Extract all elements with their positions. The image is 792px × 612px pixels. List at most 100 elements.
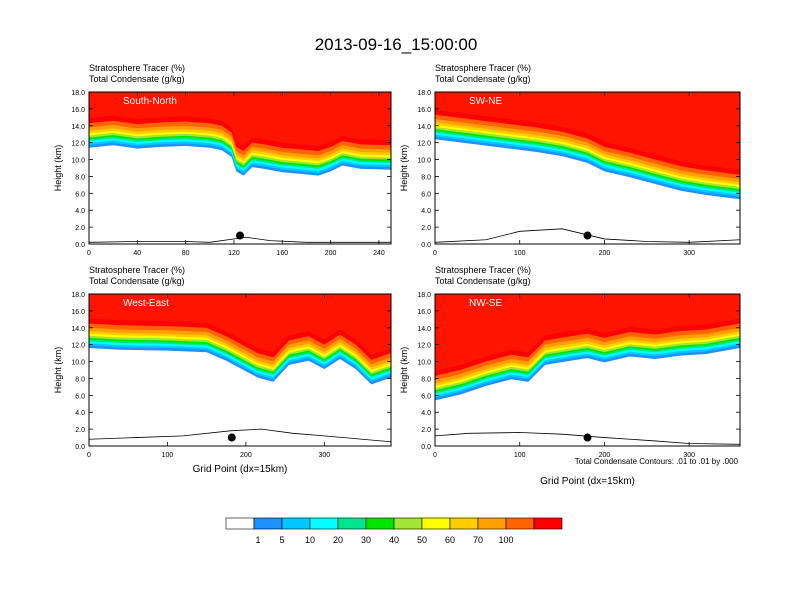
panel-label: SW-NE xyxy=(469,96,502,107)
y-tick-label: 4.0 xyxy=(421,208,431,215)
colorbar-swatch xyxy=(533,517,563,530)
colorbar-label: 10 xyxy=(305,535,315,545)
y-tick-label: 12.0 xyxy=(71,343,85,350)
colorbar-swatch xyxy=(309,517,339,530)
y-tick-label: 8.0 xyxy=(75,174,85,181)
y-axis-label: Height (km) xyxy=(399,145,409,192)
panel-title-condensate: Total Condensate (g/kg) xyxy=(89,74,185,84)
y-tick-label: 6.0 xyxy=(75,191,85,198)
x-tick-label: 100 xyxy=(514,250,526,257)
tracer-band-top xyxy=(435,294,740,371)
contour-footnote: Total Condensate Contours: .01 to .01 by… xyxy=(575,457,739,466)
tracer-band-top xyxy=(89,294,391,355)
plot-frame xyxy=(88,293,392,447)
condensate-contour xyxy=(435,432,740,445)
plot-frame xyxy=(88,91,392,245)
colorbar-label: 5 xyxy=(279,535,284,545)
y-tick-label: 4.0 xyxy=(75,208,85,215)
panel-sw-ne: Stratosphere Tracer (%)Total Condensate … xyxy=(399,63,741,257)
y-tick-label: 14.0 xyxy=(417,124,431,131)
location-marker xyxy=(583,231,592,240)
colorbar-label: 1 xyxy=(255,535,260,545)
x-tick-label: 0 xyxy=(433,452,437,459)
y-tick-label: 18.0 xyxy=(71,292,85,299)
x-tick-label: 0 xyxy=(433,250,437,257)
tracer-band-top xyxy=(435,92,740,170)
panel-label: West-East xyxy=(123,298,169,309)
y-tick-label: 18.0 xyxy=(417,90,431,97)
y-tick-label: 14.0 xyxy=(417,326,431,333)
y-axis-label: Height (km) xyxy=(53,145,63,192)
tracer-field xyxy=(89,294,391,443)
y-tick-label: 6.0 xyxy=(421,393,431,400)
y-tick-label: 10.0 xyxy=(71,158,85,165)
y-tick-label: 16.0 xyxy=(417,309,431,316)
x-tick-label: 200 xyxy=(240,452,252,459)
y-tick-label: 0.0 xyxy=(75,444,85,451)
location-marker xyxy=(227,433,236,442)
y-tick-label: 0.0 xyxy=(421,444,431,451)
colorbar-label: 20 xyxy=(333,535,343,545)
x-tick-label: 0 xyxy=(87,452,91,459)
y-tick-label: 10.0 xyxy=(417,158,431,165)
colorbar-swatch xyxy=(365,517,395,530)
y-tick-label: 14.0 xyxy=(71,326,85,333)
y-tick-label: 0.0 xyxy=(421,242,431,249)
colorbar-label: 50 xyxy=(417,535,427,545)
y-tick-label: 12.0 xyxy=(417,141,431,148)
colorbar-swatch xyxy=(449,517,479,530)
condensate-contour xyxy=(89,428,391,443)
colorbar-label: 100 xyxy=(498,535,513,545)
panel-title-condensate: Total Condensate (g/kg) xyxy=(89,276,185,286)
y-tick-label: 2.0 xyxy=(75,427,85,434)
tracer-band-top xyxy=(89,92,391,147)
condensate-contour xyxy=(89,236,391,243)
y-axis-label: Height (km) xyxy=(53,347,63,394)
colorbar-swatch xyxy=(337,517,367,530)
x-tick-label: 40 xyxy=(133,250,141,257)
colorbar-label: 60 xyxy=(445,535,455,545)
panel-title-condensate: Total Condensate (g/kg) xyxy=(435,74,531,84)
x-tick-label: 160 xyxy=(276,250,288,257)
y-tick-label: 8.0 xyxy=(75,376,85,383)
y-tick-label: 10.0 xyxy=(417,360,431,367)
colorbar-label: 70 xyxy=(473,535,483,545)
panels-group: Stratosphere Tracer (%)Total Condensate … xyxy=(53,63,741,487)
x-tick-label: 200 xyxy=(599,452,611,459)
x-axis-label: Grid Point (dx=15km) xyxy=(540,476,635,487)
colorbar: 1 5 10 20 30 40 50 60 70 100 xyxy=(225,517,563,545)
location-marker xyxy=(236,231,244,240)
tracer-field xyxy=(435,92,740,243)
colorbar-swatch xyxy=(281,517,311,530)
plot-frame xyxy=(434,91,741,245)
y-tick-label: 0.0 xyxy=(75,242,85,249)
panel-label: NW-SE xyxy=(469,298,502,309)
panel-title-tracer: Stratosphere Tracer (%) xyxy=(435,265,531,275)
x-tick-label: 300 xyxy=(683,250,695,257)
location-marker xyxy=(583,433,592,442)
colorbar-swatch xyxy=(253,517,283,530)
panel-label: South-North xyxy=(123,96,177,107)
y-tick-label: 12.0 xyxy=(417,343,431,350)
x-tick-label: 200 xyxy=(599,250,611,257)
figure-title: 2013-09-16_15:00:00 xyxy=(315,35,478,54)
y-tick-label: 16.0 xyxy=(71,309,85,316)
y-tick-label: 6.0 xyxy=(75,393,85,400)
x-tick-label: 100 xyxy=(514,452,526,459)
colorbar-swatch xyxy=(421,517,451,530)
y-tick-label: 14.0 xyxy=(71,124,85,131)
y-tick-label: 2.0 xyxy=(421,427,431,434)
x-tick-label: 0 xyxy=(87,250,91,257)
panel-title-tracer: Stratosphere Tracer (%) xyxy=(89,63,185,73)
y-tick-label: 12.0 xyxy=(71,141,85,148)
x-tick-label: 300 xyxy=(318,452,330,459)
y-tick-label: 2.0 xyxy=(75,225,85,232)
colorbar-swatch xyxy=(393,517,423,530)
plot-frame xyxy=(434,293,741,447)
y-tick-label: 16.0 xyxy=(71,107,85,114)
colorbar-label: 40 xyxy=(389,535,399,545)
x-axis-label: Grid Point (dx=15km) xyxy=(193,464,288,475)
colorbar-swatch xyxy=(477,517,507,530)
x-tick-label: 200 xyxy=(325,250,337,257)
